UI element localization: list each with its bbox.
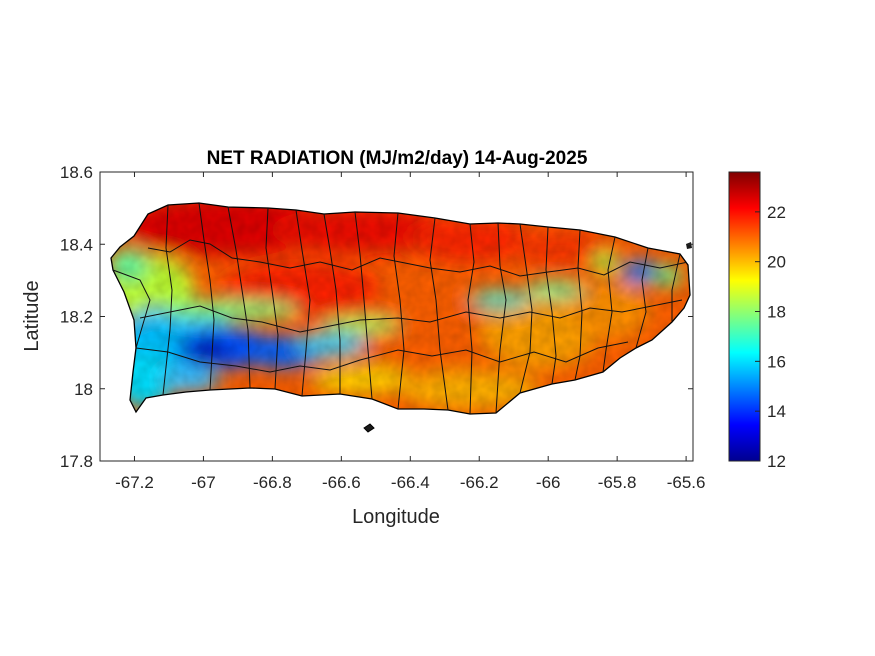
y-tick-label: 17.8 [60, 452, 93, 471]
x-tick-label: -66.6 [322, 473, 361, 492]
y-axis-label: Latitude [21, 280, 43, 351]
x-axis-label: Longitude [352, 506, 440, 528]
colorbar: 12 14 16 18 20 22 [728, 171, 786, 471]
x-tick-label: -67 [191, 473, 216, 492]
y-tick-label: 18.4 [60, 235, 93, 254]
y-tick-label: 18 [74, 380, 93, 399]
colorbar-tick-label: 22 [767, 203, 786, 222]
x-axis: -67.2 -67 -66.8 -66.6 -66.4 -66.2 -66 -65.8 -65.… [115, 172, 705, 492]
colorbar-tick-label: 16 [767, 352, 786, 371]
x-tick-label: -66.2 [460, 473, 499, 492]
x-tick-label: -65.8 [598, 473, 637, 492]
x-tick-label: -66.4 [391, 473, 430, 492]
y-tick-label: 18.2 [60, 308, 93, 327]
x-tick-label: -66.8 [253, 473, 292, 492]
colorbar-tick-label: 12 [767, 452, 786, 471]
colorbar-tick-label: 18 [767, 303, 786, 322]
colorbar-gradient [728, 171, 761, 462]
plot-area: -67.2 -67 -66.8 -66.6 -66.4 -66.2 -66 -65.8 -65.… [60, 163, 706, 492]
coastline [110, 202, 691, 415]
x-tick-label: -66 [536, 473, 561, 492]
y-axis: 17.8 18 18.2 18.4 18.6 [60, 163, 693, 471]
x-tick-label: -65.6 [667, 473, 706, 492]
y-tick-label: 18.6 [60, 163, 93, 182]
colorbar-tick-label: 14 [767, 402, 786, 421]
colorbar-ticks: 12 14 16 18 20 22 [755, 203, 786, 471]
chart-title: NET RADIATION (MJ/m2/day) 14-Aug-2025 [207, 148, 588, 169]
municipality-boundaries [112, 203, 689, 414]
colorbar-tick-label: 20 [767, 253, 786, 272]
caja-de-muertos-island [363, 423, 375, 433]
x-tick-label: -67.2 [115, 473, 154, 492]
